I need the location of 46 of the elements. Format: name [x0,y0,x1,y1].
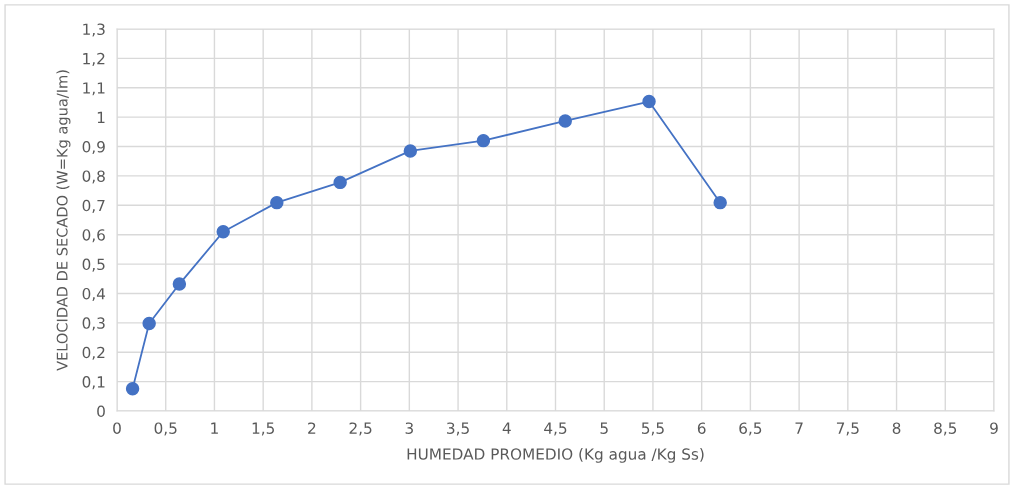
x-tick-label: 7 [795,422,803,434]
point [713,195,727,210]
x-tick-label: 3,5 [447,422,469,436]
y-tick-label: 0,1 [82,376,105,390]
x-tick-label: 8,5 [934,422,957,436]
y-tick-label: 0,2 [82,346,105,360]
y-tick-label: 0,7 [82,199,105,213]
y-tick-label: 0,6 [82,229,105,243]
point [558,114,572,128]
x-tick-label: 4 [502,422,511,434]
point [403,144,418,158]
x-tick-label: 5,5 [641,422,664,436]
y-tick-label: 0,9 [82,141,105,155]
y-tick-label: 0,5 [82,258,105,272]
x-axis-title: HUMEDAD PROMEDIO (Kg agua /Kg Ss) [407,448,704,463]
y-tick-label: 1,2 [83,52,105,66]
x-tick-label: 2,5 [349,422,372,436]
y-axis-title: VELOCIDAD DE SECADO (W=Kg agua/Im) [56,70,71,371]
y-tick-label: 0 [97,405,105,418]
x-tick-label: 6 [697,422,706,434]
x-tick-label: 1,5 [252,422,274,436]
x-tick-label: 3 [405,422,413,434]
point [216,225,230,239]
x-tick-label: 0,5 [154,422,177,436]
y-tick-label: 0,8 [82,170,105,184]
x-tick-label: 0 [113,422,121,434]
point [476,133,491,148]
x-tick-label: 7,5 [836,422,859,436]
point [142,316,156,331]
x-tick-label: 2 [308,422,316,434]
y-tick-label: 0,3 [82,317,105,331]
point [333,175,347,190]
x-tick-label: 6,5 [739,422,762,436]
x-tick-label: 5 [600,422,608,434]
point [125,381,140,396]
point [642,94,656,109]
x-tick-label: 9 [990,422,998,434]
x-tick-label: 1 [211,422,218,434]
x-tick-label: 4,5 [544,422,567,436]
x-tick-label: 8 [892,422,901,434]
y-tick-label: 1,3 [83,23,105,37]
y-tick-label: 1 [97,111,105,123]
y-tick-label: 0,4 [82,287,106,302]
point [172,277,187,291]
y-tick-label: 1,1 [83,82,105,96]
point [270,195,284,210]
